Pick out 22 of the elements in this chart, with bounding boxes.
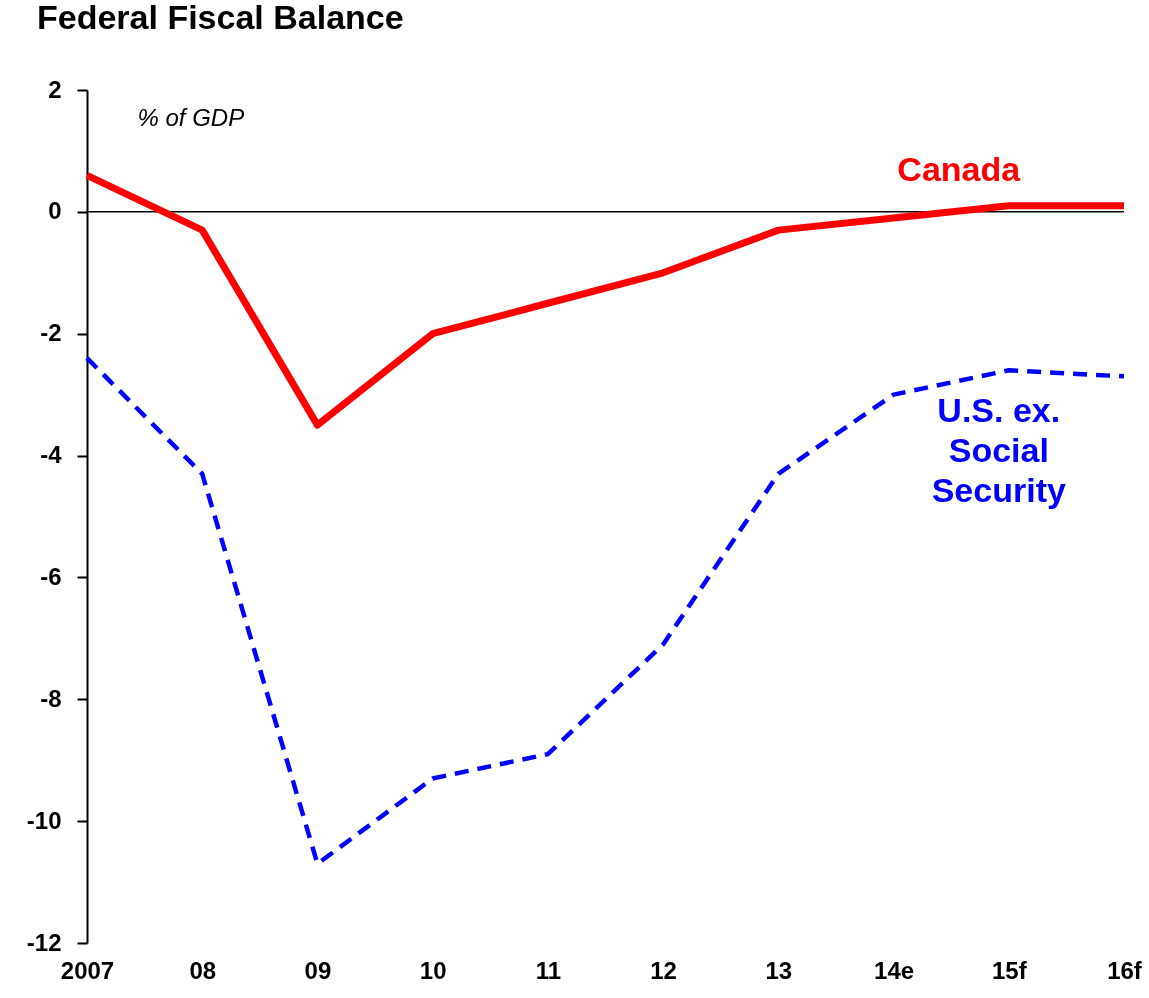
x-tick-label: 11 — [535, 956, 562, 984]
x-tick-label: 09 — [304, 956, 332, 984]
y-tick-label: -6 — [40, 562, 62, 590]
x-tick-label: 12 — [650, 956, 677, 984]
series-label: U.S. ex. Social Security — [931, 391, 1066, 510]
y-tick-label: -4 — [40, 441, 63, 469]
x-tick-label: 08 — [189, 956, 217, 984]
x-tick-label: 2007 — [60, 956, 115, 984]
x-tick-label: 15f — [991, 956, 1028, 984]
y-tick-label: 0 — [48, 197, 62, 225]
y-axis-title: % of GDP — [137, 103, 245, 131]
x-tick-label: 10 — [419, 956, 447, 984]
y-tick-label: 2 — [48, 75, 62, 103]
y-tick-label: -8 — [40, 684, 62, 712]
series-label: Canada — [897, 149, 1022, 188]
x-tick-label: 16f — [1107, 956, 1143, 984]
y-tick-label: -2 — [40, 319, 62, 347]
y-tick-label: -10 — [26, 806, 62, 834]
y-tick-label: -12 — [26, 928, 62, 956]
x-tick-label: 13 — [765, 956, 793, 984]
chart-title: Federal Fiscal Balance — [37, 0, 404, 36]
x-tick-label: 14e — [874, 956, 915, 984]
